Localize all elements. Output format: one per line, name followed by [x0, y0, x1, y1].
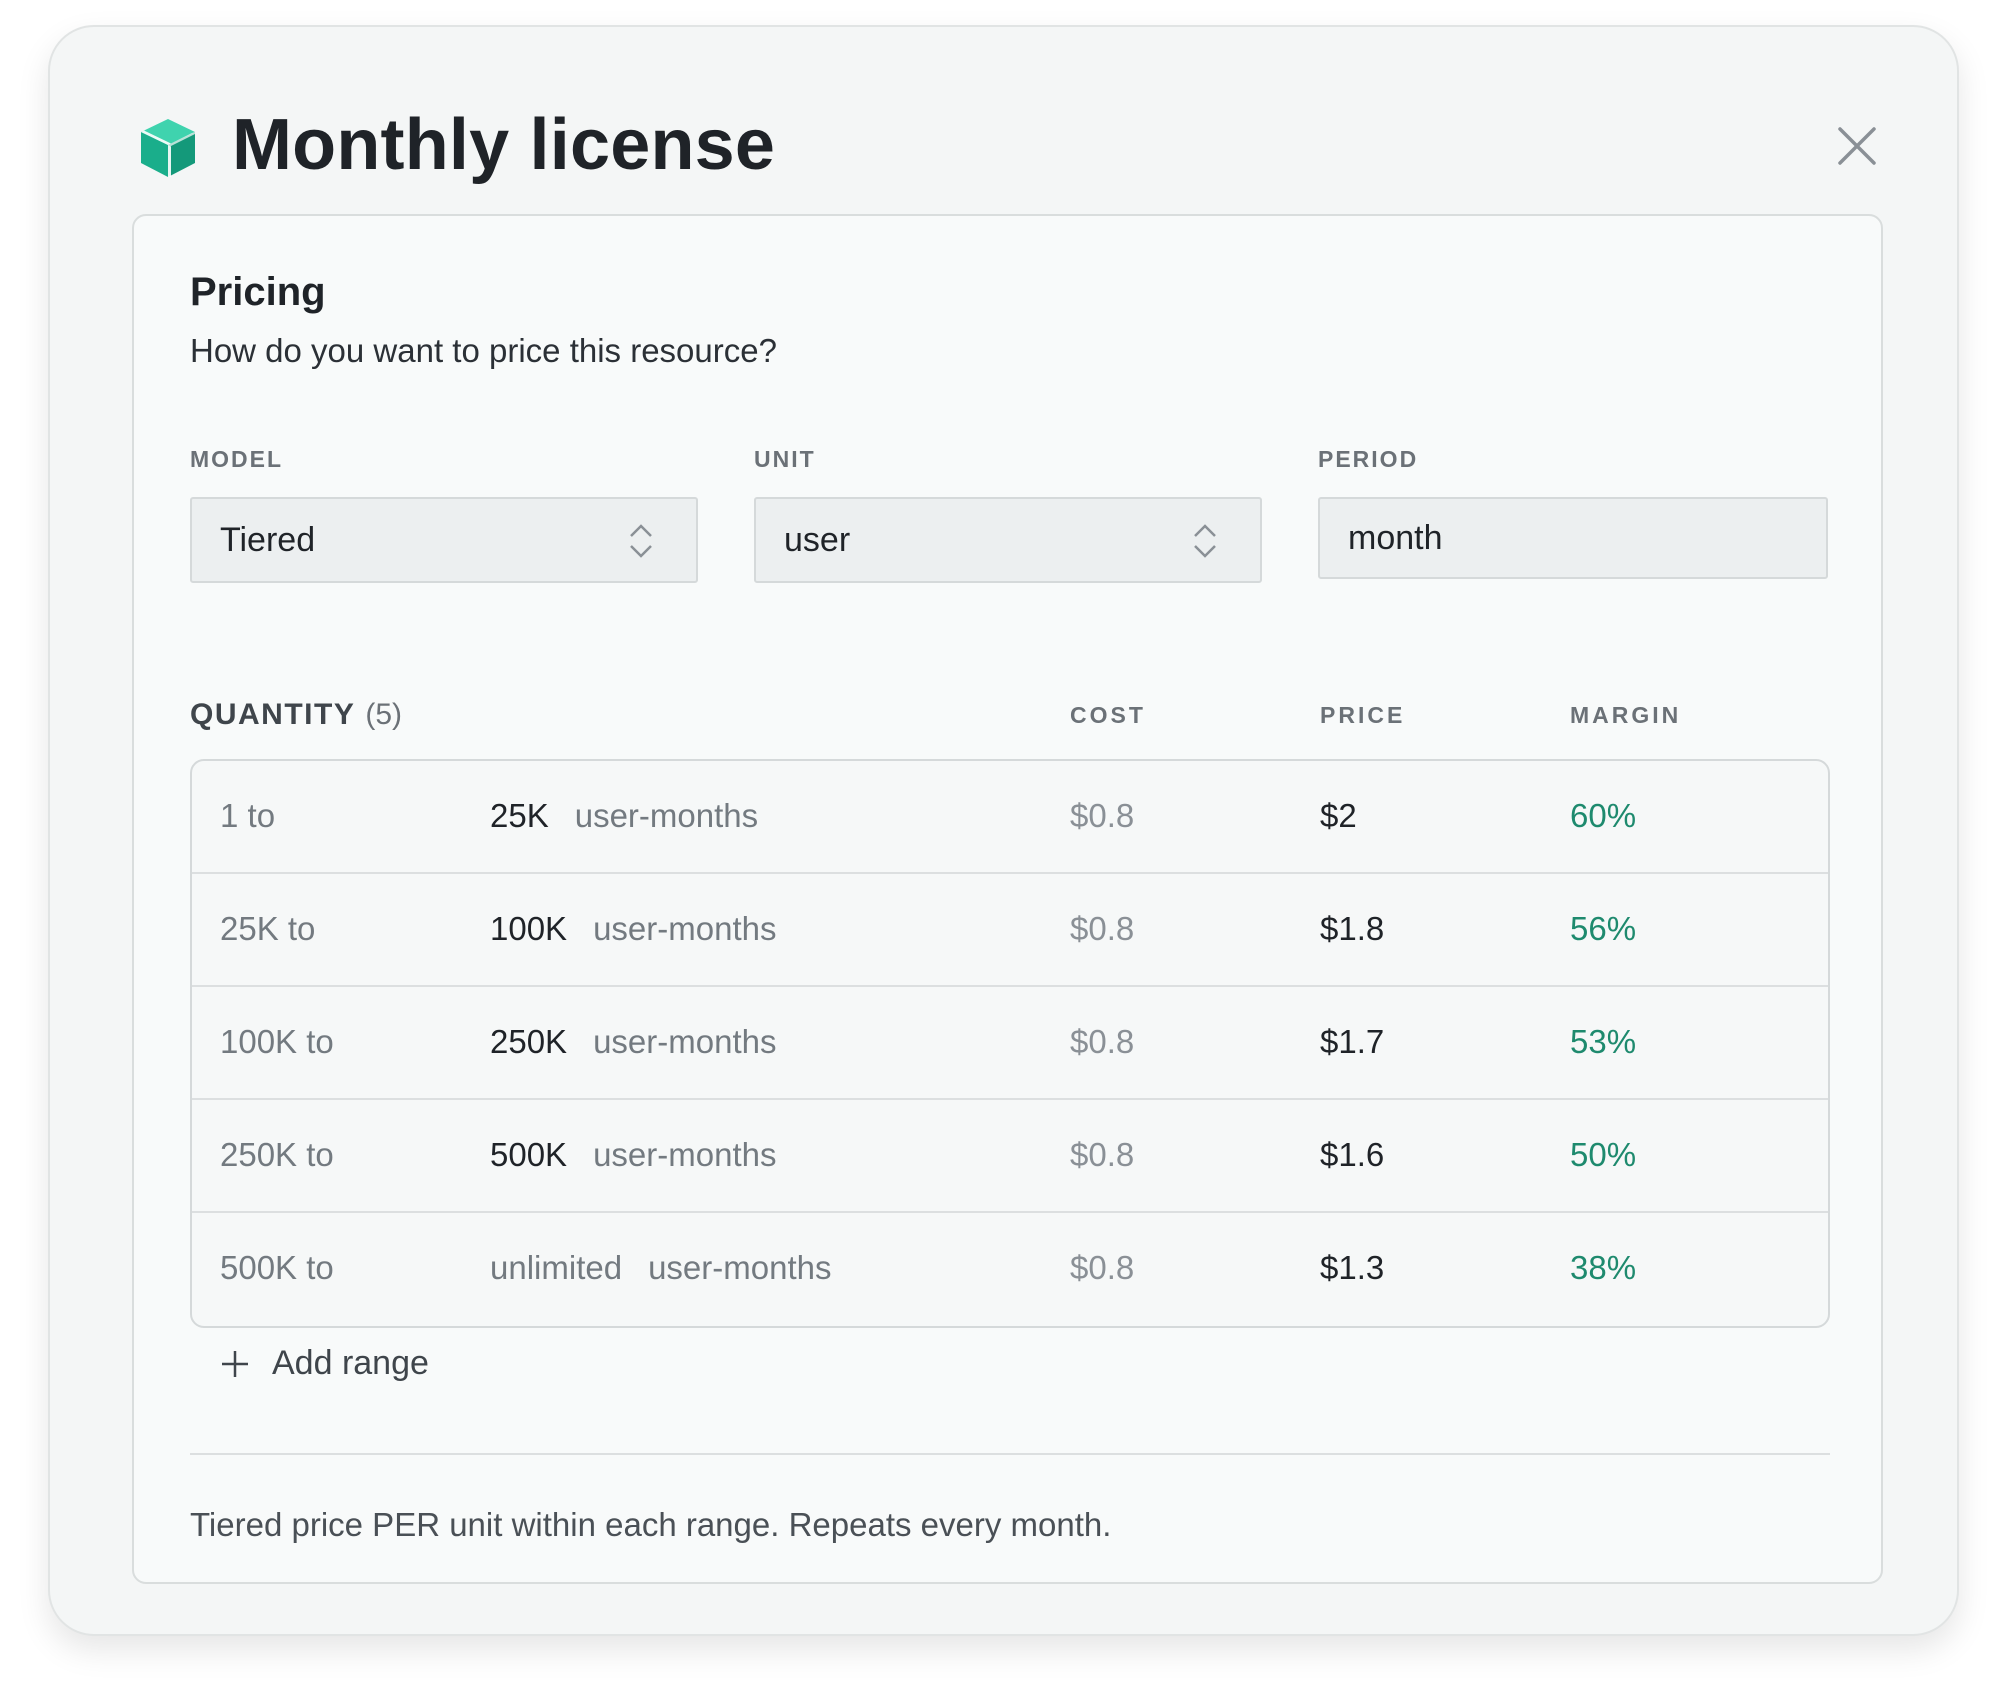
- period-label: PERIOD: [1318, 446, 1419, 472]
- tier-cost: $0.8: [1070, 1249, 1135, 1286]
- unit-select[interactable]: user: [754, 497, 1262, 583]
- pricing-subtitle: How do you want to price this resource?: [190, 332, 777, 369]
- tier-row[interactable]: 25K to 100K user-months $0.8 $1.8 56%: [192, 874, 1828, 987]
- unit-select-value: user: [784, 520, 851, 559]
- period-field-value: month: [1348, 518, 1443, 557]
- quantity-label: QUANTITY: [190, 698, 356, 731]
- tier-cost: $0.8: [1070, 797, 1135, 834]
- tier-row[interactable]: 500K to unlimited user-months $0.8 $1.3 3…: [192, 1213, 1828, 1326]
- tier-unit: user-months: [574, 797, 759, 834]
- price-column-header: PRICE: [1320, 702, 1406, 728]
- tier-to[interactable]: 25K user-months: [490, 797, 758, 835]
- tier-margin: 38%: [1570, 1249, 1637, 1286]
- unit-label: UNIT: [754, 446, 816, 472]
- tier-to-value: 25K: [490, 797, 549, 834]
- tier-unit: user-months: [593, 1136, 777, 1173]
- tier-from: 250K to: [220, 1136, 334, 1173]
- tier-to[interactable]: 250K user-months: [490, 1023, 776, 1061]
- tier-price[interactable]: $1.8: [1320, 910, 1385, 947]
- model-label: MODEL: [190, 446, 284, 472]
- close-icon[interactable]: [1830, 119, 1884, 173]
- cost-column-header: COST: [1070, 702, 1146, 728]
- cube-icon: [141, 119, 195, 177]
- tier-price[interactable]: $1.6: [1320, 1136, 1385, 1173]
- tier-price[interactable]: $2: [1320, 797, 1357, 834]
- select-arrows-icon: [630, 524, 652, 558]
- tier-unit: user-months: [648, 1249, 832, 1286]
- tier-cost: $0.8: [1070, 910, 1135, 947]
- footer-note: Tiered price PER unit within each range.…: [190, 1506, 1112, 1543]
- tier-to[interactable]: 500K user-months: [490, 1136, 776, 1174]
- tier-margin: 53%: [1570, 1023, 1637, 1060]
- tier-to[interactable]: unlimited user-months: [490, 1249, 831, 1287]
- tiers-table: 1 to 25K user-months $0.8 $2 60% 25K to 1…: [190, 759, 1830, 1328]
- tier-from: 100K to: [220, 1023, 334, 1060]
- tier-to-value: 100K: [490, 910, 568, 947]
- dialog-title: Monthly license: [232, 105, 776, 185]
- plus-icon: [222, 1350, 248, 1377]
- pricing-heading: Pricing: [190, 270, 326, 314]
- tier-from: 500K to: [220, 1249, 334, 1286]
- tier-margin: 60%: [1570, 797, 1637, 834]
- pricing-card: Pricing How do you want to price this re…: [132, 214, 1883, 1584]
- add-range-label: Add range: [272, 1344, 429, 1382]
- period-field[interactable]: month: [1318, 497, 1828, 579]
- tier-price[interactable]: $1.3: [1320, 1249, 1385, 1286]
- quantity-count: (5): [365, 698, 402, 731]
- quantity-heading: QUANTITY (5): [190, 698, 402, 732]
- tier-unit: user-months: [593, 1023, 777, 1060]
- tier-row[interactable]: 100K to 250K user-months $0.8 $1.7 53%: [192, 987, 1828, 1100]
- tier-margin: 50%: [1570, 1136, 1637, 1173]
- divider: [190, 1453, 1830, 1455]
- dialog-window: Monthly license Pricing How do you want …: [48, 25, 1959, 1636]
- tier-to[interactable]: 100K user-months: [490, 910, 776, 948]
- model-select-value: Tiered: [220, 520, 316, 559]
- tier-to-value: unlimited: [490, 1249, 623, 1286]
- tier-unit: user-months: [593, 910, 777, 947]
- tier-from: 25K to: [220, 910, 316, 947]
- tier-cost: $0.8: [1070, 1136, 1135, 1173]
- select-arrows-icon: [1194, 524, 1216, 558]
- margin-column-header: MARGIN: [1570, 702, 1682, 728]
- tier-row[interactable]: 1 to 25K user-months $0.8 $2 60%: [192, 761, 1828, 874]
- tier-row[interactable]: 250K to 500K user-months $0.8 $1.6 50%: [192, 1100, 1828, 1213]
- tier-to-value: 500K: [490, 1136, 568, 1173]
- tier-price[interactable]: $1.7: [1320, 1023, 1385, 1060]
- tier-margin: 56%: [1570, 910, 1637, 947]
- add-range-button[interactable]: Add range: [220, 1344, 429, 1383]
- model-select[interactable]: Tiered: [190, 497, 698, 583]
- tier-cost: $0.8: [1070, 1023, 1135, 1060]
- tier-from: 1 to: [220, 797, 276, 834]
- tier-to-value: 250K: [490, 1023, 568, 1060]
